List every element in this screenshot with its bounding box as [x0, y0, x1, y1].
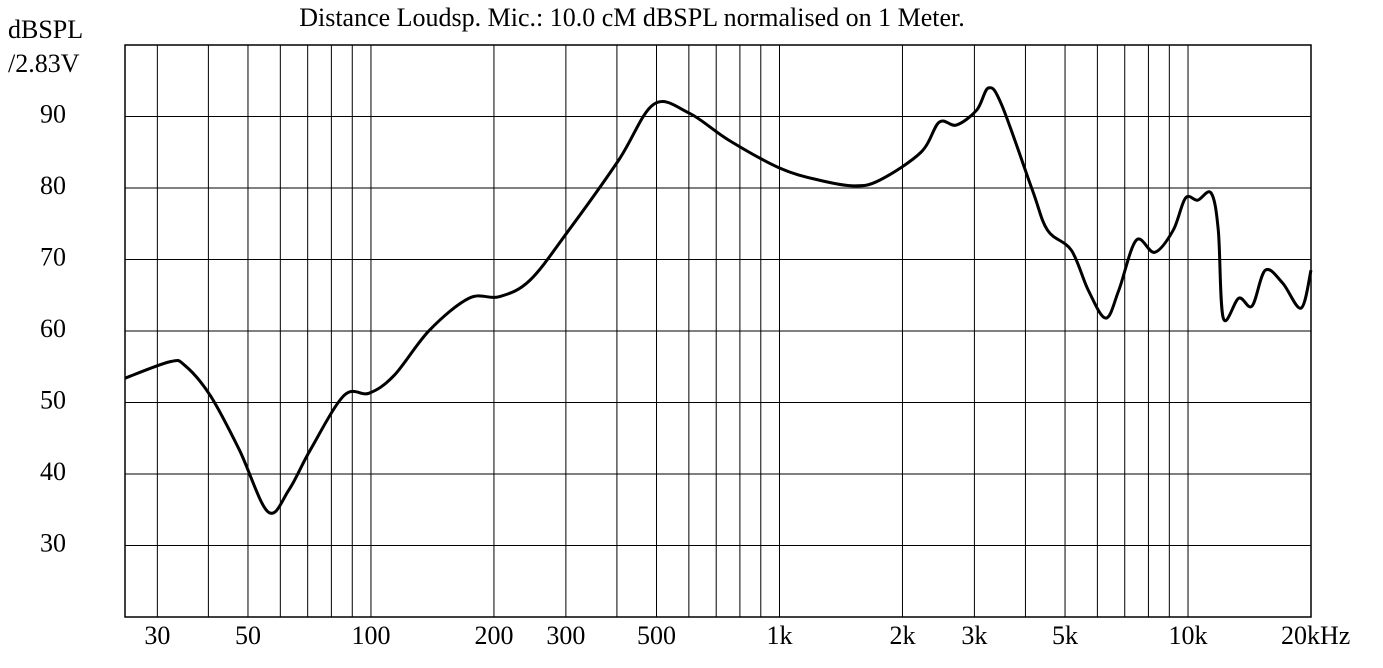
- x-tick-label: 10k: [1169, 621, 1208, 650]
- x-tick-label: 200: [474, 621, 513, 650]
- y-tick-label: 90: [40, 99, 66, 128]
- x-tick-label: 1k: [766, 621, 792, 650]
- y-tick-label: 70: [40, 242, 66, 271]
- chart-title: Distance Loudsp. Mic.: 10.0 cM dBSPL nor…: [299, 3, 965, 32]
- y-axis-label: /2.83V: [8, 49, 80, 78]
- x-tick-label: 500: [637, 621, 676, 650]
- x-tick-label: 30: [144, 621, 170, 650]
- x-tick-label: 300: [546, 621, 585, 650]
- x-tick-label: 5k: [1052, 621, 1078, 650]
- y-axis-label: dBSPL: [8, 15, 83, 44]
- x-tick-label: 2k: [889, 621, 915, 650]
- response-curve: [124, 86, 1313, 515]
- y-tick-label: 80: [40, 171, 66, 200]
- y-tick-label: 40: [40, 457, 66, 486]
- y-tick-label: 60: [40, 314, 66, 343]
- y-tick-label: 50: [40, 385, 66, 414]
- x-tick-label: 50: [235, 621, 261, 650]
- x-tick-label: 100: [351, 621, 390, 650]
- x-tick-label: 3k: [961, 621, 987, 650]
- x-tick-label: 20kHz: [1281, 621, 1350, 650]
- y-tick-label: 30: [40, 528, 66, 557]
